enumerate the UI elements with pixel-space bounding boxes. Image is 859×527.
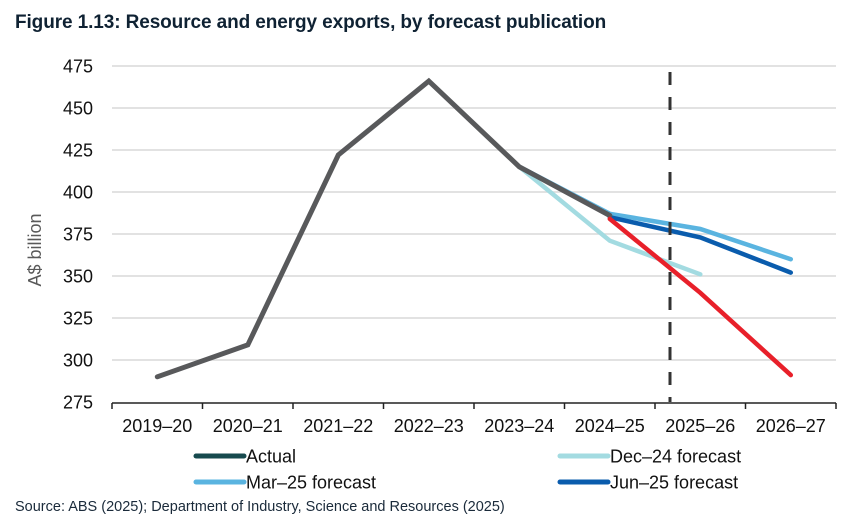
y-tick-label: 300 xyxy=(63,351,93,371)
series-line-revised-forecast xyxy=(607,216,794,378)
x-tick-label: 2022–23 xyxy=(394,416,464,436)
x-tick-label: 2020–21 xyxy=(213,416,283,436)
y-tick-label: 325 xyxy=(63,309,93,329)
series-line-mar-25-forecast xyxy=(517,164,794,262)
y-tick-label: 475 xyxy=(63,57,93,77)
x-tick-label: 2023–24 xyxy=(484,416,554,436)
legend: Actual Dec–24 forecast Mar–25 forecast Jun–… xyxy=(193,447,741,493)
y-tick-label: 400 xyxy=(63,183,93,203)
figure-title: Figure 1.13: Resource and energy exports… xyxy=(15,12,607,33)
legend-label: Jun–25 forecast xyxy=(610,473,738,493)
legend-label: Mar–25 forecast xyxy=(246,473,376,493)
x-tick-label: 2021–22 xyxy=(303,416,373,436)
series-lines xyxy=(154,77,794,380)
source-note: Source: ABS (2025); Department of Indust… xyxy=(15,499,505,515)
y-axis-ticks: 275 300 325 350 375 400 425 450 475 xyxy=(63,57,93,413)
legend-label: Actual xyxy=(246,447,296,467)
legend-label: Dec–24 forecast xyxy=(610,447,741,467)
x-tick-label: 2025–26 xyxy=(665,416,735,436)
series-line-actual xyxy=(154,77,613,380)
y-tick-label: 275 xyxy=(63,393,93,413)
y-tick-label: 425 xyxy=(63,141,93,161)
x-tick-label: 2024–25 xyxy=(575,416,645,436)
x-axis: 2019–20 2020–21 2021–22 2022–23 2023–24 2024–… xyxy=(111,402,837,436)
series-line-dec-24-forecast xyxy=(517,164,703,277)
x-tick-label: 2019–20 xyxy=(122,416,192,436)
x-tick-label: 2026–27 xyxy=(756,416,826,436)
y-tick-label: 375 xyxy=(63,225,93,245)
y-axis-title: A$ billion xyxy=(25,213,45,286)
y-tick-label: 350 xyxy=(63,267,93,287)
series-line-jun-25-forecast xyxy=(607,214,794,275)
y-tick-label: 450 xyxy=(63,99,93,119)
